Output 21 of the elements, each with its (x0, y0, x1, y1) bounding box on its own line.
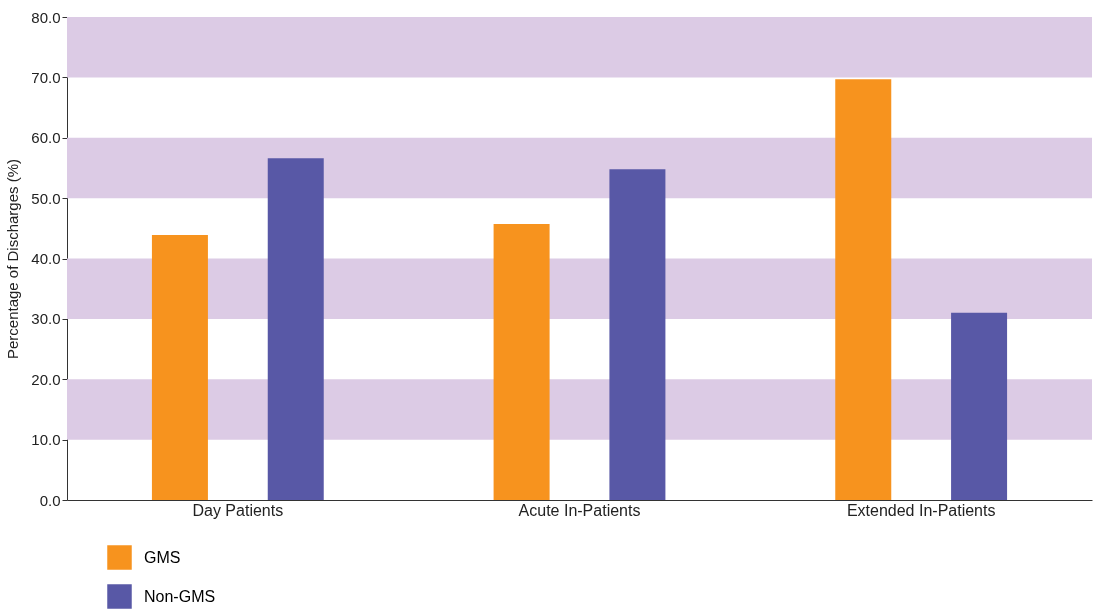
y-tick-label: 20.0 (31, 370, 61, 388)
y-tick-label: 40.0 (31, 250, 61, 267)
x-tick-label: Acute In-Patients (518, 501, 641, 519)
y-tick-label: 80.0 (31, 8, 61, 26)
y-tick-label: 60.0 (31, 129, 61, 147)
bar (609, 169, 666, 500)
bar (493, 224, 550, 500)
x-tick-label: Day Patients (192, 501, 284, 519)
bar (267, 158, 324, 500)
bar (951, 312, 1008, 500)
y-tick-label: 70.0 (31, 68, 61, 86)
legend-label: GMS (144, 548, 181, 566)
y-tick-label: 0.0 (39, 491, 61, 509)
bar (835, 79, 892, 500)
y-tick-label: 10.0 (31, 431, 61, 449)
x-tick-label: Extended In-Patients (846, 501, 996, 519)
legend-label: Non-GMS (144, 587, 216, 605)
y-axis-title: Percentage of Discharges (%) (4, 158, 22, 360)
bar (151, 234, 208, 500)
y-tick-label: 50.0 (31, 189, 61, 207)
y-tick-label: 30.0 (31, 310, 61, 328)
